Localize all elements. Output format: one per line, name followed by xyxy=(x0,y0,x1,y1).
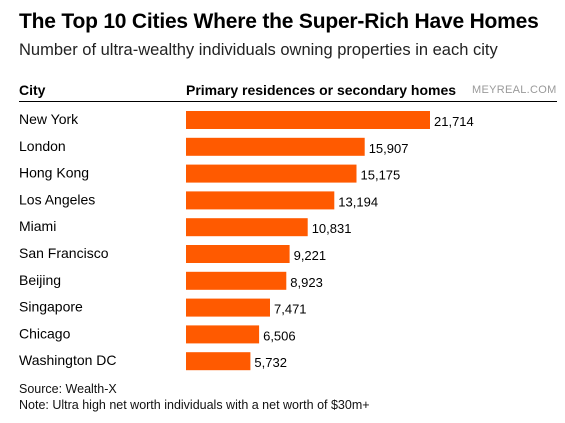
category-column-header: City xyxy=(19,82,46,98)
watermark: MEYREAL.COM xyxy=(472,84,557,96)
chart-subtitle: Number of ultra-wealthy individuals owni… xyxy=(19,41,498,59)
bar xyxy=(186,325,260,344)
value-column-header: Primary residences or secondary homes xyxy=(186,82,457,98)
header-divider xyxy=(19,101,557,102)
category-label: Singapore xyxy=(19,299,83,315)
value-label: 15,907 xyxy=(369,141,409,156)
value-label: 6,506 xyxy=(263,328,296,343)
value-label: 5,732 xyxy=(254,355,287,370)
value-label: 10,831 xyxy=(312,221,352,236)
bar xyxy=(186,298,270,317)
category-label: New York xyxy=(19,111,79,127)
value-label: 9,221 xyxy=(294,248,327,263)
chart-title: The Top 10 Cities Where the Super-Rich H… xyxy=(19,10,539,33)
bar xyxy=(186,218,308,237)
value-label: 8,923 xyxy=(290,275,323,290)
bar xyxy=(186,164,357,183)
category-label: Los Angeles xyxy=(19,191,95,207)
category-label: Hong Kong xyxy=(19,165,89,181)
category-label: London xyxy=(19,138,66,154)
footnote: Note: Ultra high net worth individuals w… xyxy=(19,398,370,412)
category-label: San Francisco xyxy=(19,245,109,261)
bar xyxy=(186,137,365,156)
category-label: Chicago xyxy=(19,325,71,341)
value-label: 15,175 xyxy=(361,168,401,183)
category-label: Miami xyxy=(19,218,56,234)
bar xyxy=(186,245,290,263)
bar xyxy=(186,352,251,371)
value-label: 13,194 xyxy=(338,194,378,209)
bar xyxy=(186,271,287,290)
category-label: Beijing xyxy=(19,272,61,288)
value-label: 7,471 xyxy=(274,302,307,317)
source-note: Source: Wealth-X xyxy=(19,382,117,396)
bar xyxy=(186,191,335,210)
value-label: 21,714 xyxy=(434,114,474,129)
chart-footer: Source: Wealth-X Note: Ultra high net wo… xyxy=(19,381,370,413)
bar xyxy=(186,111,430,129)
category-label: Washington DC xyxy=(19,352,117,368)
